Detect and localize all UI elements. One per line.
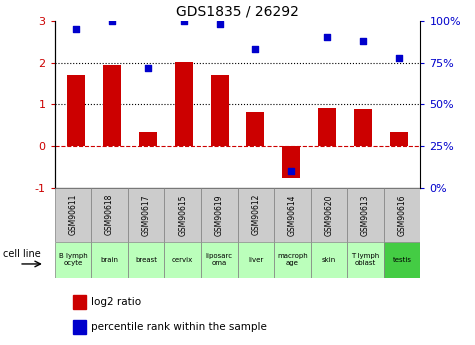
- Bar: [274, 241, 311, 278]
- Text: testis: testis: [392, 257, 411, 263]
- Bar: [354, 109, 372, 146]
- Point: [216, 21, 223, 27]
- Bar: [139, 131, 157, 146]
- Bar: [384, 241, 420, 278]
- Point: [252, 46, 259, 52]
- Title: GDS1835 / 26292: GDS1835 / 26292: [176, 4, 299, 18]
- Bar: [347, 241, 384, 278]
- Bar: [318, 108, 336, 146]
- Point: [359, 38, 367, 43]
- Point: [395, 55, 403, 60]
- Point: [180, 18, 188, 23]
- Bar: [390, 131, 408, 146]
- Text: cervix: cervix: [172, 257, 193, 263]
- Bar: [282, 146, 300, 178]
- Text: cell line: cell line: [3, 249, 40, 259]
- Bar: [311, 241, 347, 278]
- Bar: [128, 188, 164, 241]
- Text: percentile rank within the sample: percentile rank within the sample: [91, 322, 267, 332]
- Bar: [73, 295, 86, 309]
- Text: GSM90619: GSM90619: [215, 194, 224, 236]
- Text: liver: liver: [248, 257, 264, 263]
- Text: GSM90617: GSM90617: [142, 194, 151, 236]
- Point: [323, 35, 331, 40]
- Bar: [238, 188, 274, 241]
- Text: skin: skin: [322, 257, 336, 263]
- Text: GSM90618: GSM90618: [105, 194, 114, 235]
- Text: breast: breast: [135, 257, 157, 263]
- Text: T lymph
oblast: T lymph oblast: [352, 253, 380, 266]
- Bar: [67, 75, 85, 146]
- Text: GSM90615: GSM90615: [178, 194, 187, 236]
- Text: B lymph
ocyte: B lymph ocyte: [58, 253, 87, 266]
- Text: macroph
age: macroph age: [277, 253, 308, 266]
- Bar: [103, 65, 121, 146]
- Bar: [311, 188, 347, 241]
- Bar: [164, 188, 201, 241]
- Point: [72, 26, 80, 32]
- Bar: [91, 188, 128, 241]
- Text: brain: brain: [101, 257, 118, 263]
- Bar: [201, 188, 238, 241]
- Bar: [55, 188, 91, 241]
- Point: [287, 169, 295, 174]
- Bar: [274, 188, 311, 241]
- Bar: [347, 188, 384, 241]
- Bar: [238, 241, 274, 278]
- Text: GSM90614: GSM90614: [288, 194, 297, 236]
- Bar: [164, 241, 201, 278]
- Bar: [55, 241, 91, 278]
- Text: GSM90611: GSM90611: [68, 194, 77, 235]
- Bar: [384, 188, 420, 241]
- Bar: [73, 320, 86, 334]
- Bar: [247, 112, 265, 146]
- Bar: [175, 62, 193, 146]
- Text: GSM90620: GSM90620: [324, 194, 333, 236]
- Bar: [128, 241, 164, 278]
- Bar: [210, 75, 228, 146]
- Point: [108, 18, 116, 23]
- Bar: [91, 241, 128, 278]
- Bar: [201, 241, 238, 278]
- Text: GSM90613: GSM90613: [361, 194, 370, 236]
- Text: log2 ratio: log2 ratio: [91, 297, 142, 307]
- Text: GSM90612: GSM90612: [251, 194, 260, 235]
- Text: liposarc
oma: liposarc oma: [206, 253, 233, 266]
- Text: GSM90616: GSM90616: [398, 194, 407, 236]
- Point: [144, 65, 152, 70]
